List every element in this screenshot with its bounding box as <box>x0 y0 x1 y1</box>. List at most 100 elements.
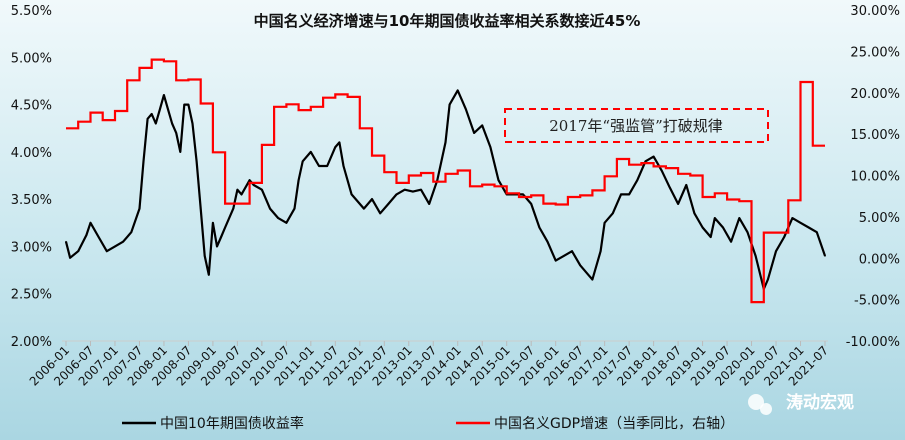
left-tick-label: 5.00% <box>11 51 52 66</box>
gdp-point <box>463 169 465 172</box>
gdp-point <box>144 67 147 69</box>
gdp-point <box>316 106 318 108</box>
yield-point <box>89 221 92 224</box>
gdp-point <box>548 202 551 205</box>
gdp-point <box>242 202 245 205</box>
gdp-point <box>756 301 759 303</box>
yield-point <box>122 240 124 243</box>
yield-point <box>546 240 549 243</box>
yield-point <box>114 245 116 248</box>
yield-point <box>554 259 557 262</box>
yield-point <box>285 221 288 224</box>
right-tick-label: 15.00% <box>850 128 900 143</box>
yield-point <box>187 103 190 106</box>
yield-point <box>69 256 71 259</box>
yield-point <box>603 221 606 224</box>
gdp-point <box>291 103 294 106</box>
yield-point <box>301 160 304 163</box>
right-tick-label: 20.00% <box>850 87 900 102</box>
yield-point <box>191 122 194 125</box>
yield-point <box>203 255 206 257</box>
gdp-point <box>83 120 86 123</box>
gdp-point <box>340 93 343 96</box>
gdp-point <box>71 127 73 130</box>
gdp-point <box>401 182 404 184</box>
yield-point <box>591 278 594 281</box>
gdp-point <box>634 163 637 166</box>
yield-point <box>208 274 210 276</box>
yield-point <box>783 236 785 238</box>
gdp-point <box>622 158 624 160</box>
yield-point <box>354 198 357 200</box>
yield-point <box>522 193 524 196</box>
yield-point <box>232 207 235 210</box>
watermark: 涛动宏观 <box>748 392 854 415</box>
yield-point <box>599 250 602 252</box>
series-line-nominal-gdp <box>66 58 825 304</box>
x-axis: 2006-012006-072007-012007-072008-012008-… <box>27 341 831 389</box>
yield-point <box>652 155 655 158</box>
yield-point <box>248 179 251 182</box>
gdp-point <box>230 202 233 205</box>
yield-point <box>563 255 565 257</box>
gdp-point <box>658 165 661 168</box>
yield-point <box>807 226 810 229</box>
gdp-point <box>512 192 514 195</box>
yield-point <box>461 99 463 101</box>
left-tick-label: 4.00% <box>11 146 52 161</box>
gdp-point <box>450 173 453 175</box>
yield-point <box>799 221 802 224</box>
gdp-point <box>793 199 796 202</box>
yield-point <box>791 217 794 219</box>
yield-point <box>754 255 757 257</box>
gdp-point <box>108 119 110 121</box>
yield-point <box>85 234 88 236</box>
gdp-point <box>352 96 355 98</box>
yield-point <box>644 160 647 163</box>
yield-point <box>224 226 226 229</box>
yield-point <box>159 108 161 111</box>
yield-point <box>420 188 422 191</box>
gdp-point <box>279 106 282 108</box>
yield-point <box>183 103 186 106</box>
yield-point <box>342 165 345 167</box>
yield-point <box>240 193 243 196</box>
yield-point <box>660 169 663 172</box>
yield-point <box>714 217 716 219</box>
yield-point <box>636 179 639 182</box>
gdp-point <box>573 196 575 198</box>
yield-point <box>481 124 484 127</box>
yield-point <box>138 207 141 210</box>
yield-point <box>722 226 724 229</box>
gdp-point <box>781 231 783 234</box>
yield-point <box>612 212 614 215</box>
gdp-point <box>744 200 747 202</box>
gdp-point <box>609 175 612 178</box>
gdp-point <box>120 110 122 112</box>
left-tick-label: 2.00% <box>11 335 52 350</box>
gdp-point <box>414 174 416 177</box>
yield-point <box>310 151 312 153</box>
yield-point <box>579 264 581 267</box>
left-tick-label: 5.50% <box>11 4 52 19</box>
left-tick-label: 3.50% <box>11 193 52 208</box>
yield-point <box>456 89 459 92</box>
yield-point <box>738 217 741 219</box>
left-tick-label: 2.50% <box>11 288 52 303</box>
yield-point <box>403 188 406 191</box>
yield-point <box>412 190 414 193</box>
yield-point <box>538 226 541 229</box>
yield-point <box>473 132 475 134</box>
yield-point <box>387 203 390 205</box>
annotation-text: 2017年“强监管”打破规律 <box>549 117 723 135</box>
gdp-point <box>377 154 379 157</box>
gdp-point <box>157 58 159 61</box>
yield-point <box>318 165 320 167</box>
yield-point <box>428 203 430 205</box>
yield-point <box>767 278 769 281</box>
annotation-border <box>504 108 769 143</box>
yield-point <box>171 122 173 125</box>
right-axis: 30.00% 25.00% 20.00% 15.00% 10.00% 5.00% 0.00%… <box>846 4 900 350</box>
gdp-point <box>487 183 490 186</box>
